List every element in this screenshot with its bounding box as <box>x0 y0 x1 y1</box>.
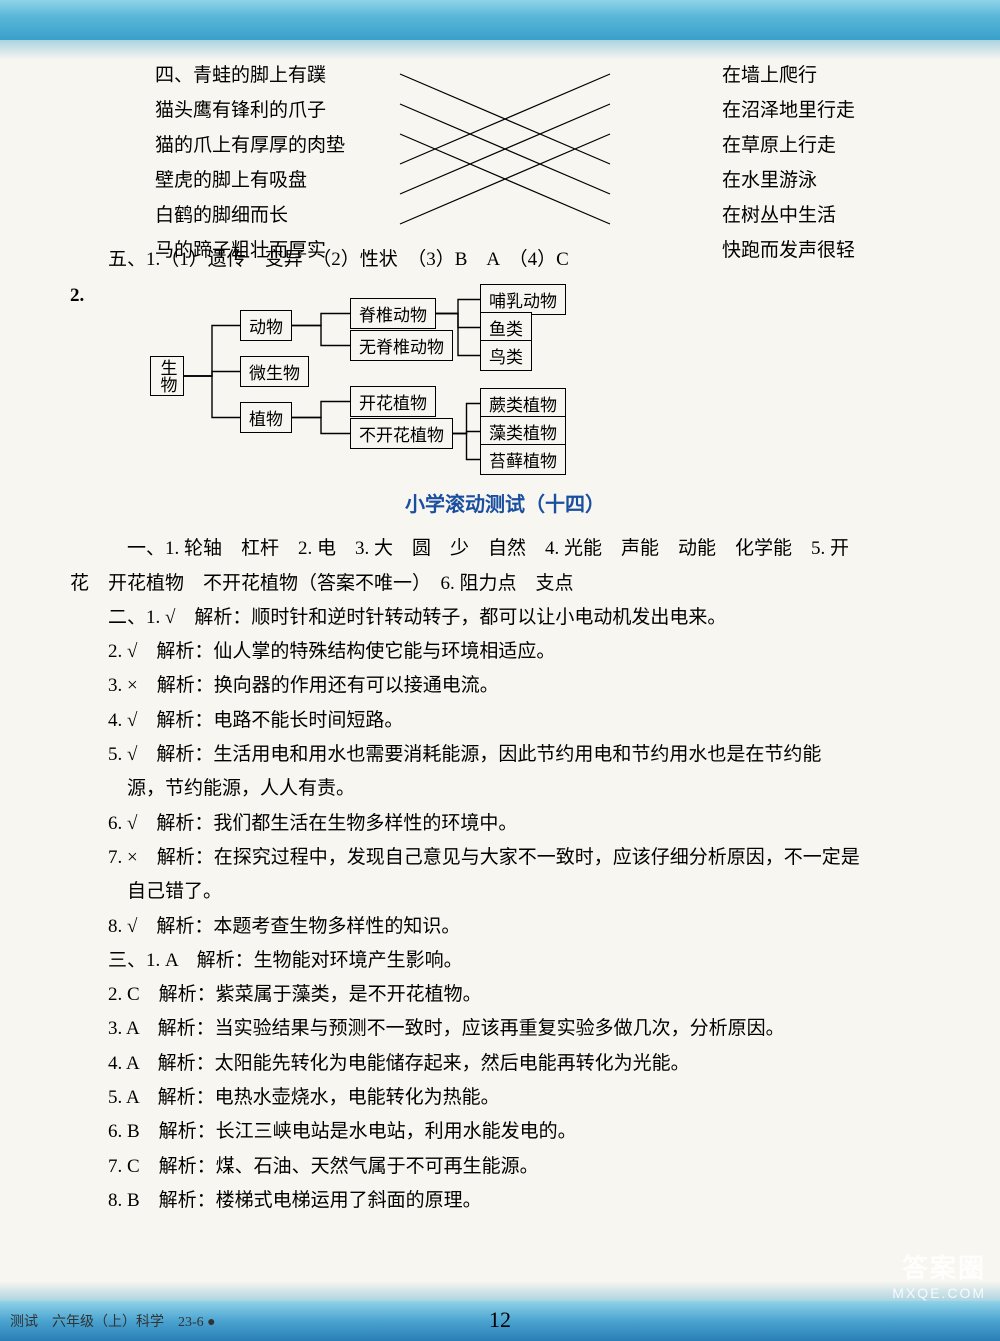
footer-page-number: 12 <box>489 1307 511 1333</box>
section-heading-14: 小学滚动测试（十四） <box>70 488 940 517</box>
tree-node: 苔藓植物 <box>480 444 566 475</box>
sec1-line2: 花 开花植物 不开花植物（答案不唯一） 6. 阻力点 支点 <box>70 568 940 600</box>
tree-node: 鱼类 <box>480 312 532 343</box>
match-left-item: 白鹤的脚细而长 <box>155 200 345 227</box>
content-area: 四、青蛙的脚上有蹼猫头鹰有锋利的爪子猫的爪上有厚厚的肉垫壁虎的脚上有吸盘白鹤的脚… <box>70 60 940 1281</box>
match-left-item: 猫的爪上有厚厚的肉垫 <box>155 130 345 157</box>
answer-item: 4. A 解析：太阳能先转化为电能储存起来，然后电能再转化为光能。 <box>70 1048 940 1080</box>
watermark-line2: MXQE.COM <box>892 1285 986 1301</box>
tree-node: 哺乳动物 <box>480 284 566 315</box>
tree-diagram: 生物 动物微生物植物 脊椎动物无脊椎动物开花植物不开花植物 哺乳动物鱼类鸟类蕨类植物藻… <box>150 284 580 464</box>
answer-item: 6. √ 解析：我们都生活在生物多样性的环境中。 <box>70 808 940 840</box>
tree-node: 开花植物 <box>350 386 436 417</box>
match-left-item: 四、青蛙的脚上有蹼 <box>155 60 345 87</box>
sec3-lead: 三、1. A 解析：生物能对环境产生影响。 <box>70 945 940 977</box>
matching-diagram: 四、青蛙的脚上有蹼猫头鹰有锋利的爪子猫的爪上有厚厚的肉垫壁虎的脚上有吸盘白鹤的脚… <box>155 60 855 240</box>
answer-item: 2. C 解析：紫菜属于藻类，是不开花植物。 <box>70 979 940 1011</box>
match-right-item: 在墙上爬行 <box>722 60 855 87</box>
answer-item: 8. B 解析：楼梯式电梯运用了斜面的原理。 <box>70 1185 940 1217</box>
matching-left-column: 四、青蛙的脚上有蹼猫头鹰有锋利的爪子猫的爪上有厚厚的肉垫壁虎的脚上有吸盘白鹤的脚… <box>155 60 345 262</box>
watermark: 答案圈 MXQE.COM <box>892 1248 986 1301</box>
answer-item: 4. √ 解析：电路不能长时间短路。 <box>70 705 940 737</box>
answer-item: 8. √ 解析：本题考查生物多样性的知识。 <box>70 911 940 943</box>
footer-label: 测试 六年级（上）科学 23-6 ● <box>10 1311 216 1331</box>
match-right-item: 在树丛中生活 <box>722 200 855 227</box>
tree-node: 鸟类 <box>480 340 532 371</box>
tree-node: 不开花植物 <box>350 418 453 449</box>
answer-item: 6. B 解析：长江三峡电站是水电站，利用水能发电的。 <box>70 1116 940 1148</box>
match-left-item: 马的蹄子粗壮而厚实 <box>155 235 345 262</box>
answer-item: 3. × 解析：换向器的作用还有可以接通电流。 <box>70 670 940 702</box>
match-right-item: 在沼泽地里行走 <box>722 95 855 122</box>
match-left-item: 壁虎的脚上有吸盘 <box>155 165 345 192</box>
sec1-line1: 一、1. 轮轴 杠杆 2. 电 3. 大 圆 少 自然 4. 光能 声能 动能 … <box>70 533 940 565</box>
sec2-lead: 二、1. √ 解析：顺时针和逆时针转动转子，都可以让小电动机发出电来。 <box>70 602 940 634</box>
answer-item: 源，节约能源，人人有责。 <box>70 773 940 805</box>
match-right-item: 在水里游泳 <box>722 165 855 192</box>
match-right-item: 快跑而发声很轻 <box>722 235 855 262</box>
top-banner <box>0 0 1000 40</box>
sec3-items: 2. C 解析：紫菜属于藻类，是不开花植物。3. A 解析：当实验结果与预测不一… <box>70 979 940 1217</box>
tree-node: 脊椎动物 <box>350 298 436 329</box>
answer-item: 自己错了。 <box>70 876 940 908</box>
tree-node: 动物 <box>240 310 292 341</box>
q2-label: 2. <box>70 280 110 312</box>
watermark-line1: 答案圈 <box>892 1248 986 1285</box>
match-left-item: 猫头鹰有锋利的爪子 <box>155 95 345 122</box>
tree-node: 微生物 <box>240 356 309 387</box>
answer-item: 5. A 解析：电热水壶烧水，电能转化为热能。 <box>70 1082 940 1114</box>
matching-right-column: 在墙上爬行在沼泽地里行走在草原上行走在水里游泳在树丛中生活快跑而发声很轻 <box>722 60 855 262</box>
tree-node: 植物 <box>240 402 292 433</box>
answer-item: 7. × 解析：在探究过程中，发现自己意见与大家不一致时，应该仔细分析原因，不一… <box>70 842 940 874</box>
tree-node: 藻类植物 <box>480 416 566 447</box>
answer-item: 2. √ 解析：仙人掌的特殊结构使它能与环境相适应。 <box>70 636 940 668</box>
tree-node: 无脊椎动物 <box>350 330 453 361</box>
answer-item: 5. √ 解析：生活用电和用水也需要消耗能源，因此节约用电和节约用水也是在节约能 <box>70 739 940 771</box>
sec2-items: 2. √ 解析：仙人掌的特殊结构使它能与环境相适应。3. × 解析：换向器的作用… <box>70 636 940 943</box>
answer-item: 7. C 解析：煤、石油、天然气属于不可再生能源。 <box>70 1151 940 1183</box>
tree-node: 蕨类植物 <box>480 388 566 419</box>
answer-item: 3. A 解析：当实验结果与预测不一致时，应该再重复实验多做几次，分析原因。 <box>70 1013 940 1045</box>
tree-node: 生物 <box>150 356 184 396</box>
match-right-item: 在草原上行走 <box>722 130 855 157</box>
